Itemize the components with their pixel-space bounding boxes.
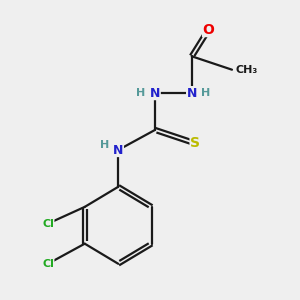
Text: Cl: Cl (42, 259, 54, 269)
Text: N: N (150, 87, 160, 100)
Text: H: H (100, 140, 109, 150)
Text: N: N (187, 87, 197, 100)
Text: CH₃: CH₃ (235, 65, 258, 75)
Text: H: H (201, 88, 211, 98)
Text: N: N (113, 143, 123, 157)
Text: O: O (202, 22, 214, 37)
Text: H: H (136, 88, 146, 98)
Text: Cl: Cl (42, 219, 54, 229)
Text: S: S (190, 136, 200, 150)
